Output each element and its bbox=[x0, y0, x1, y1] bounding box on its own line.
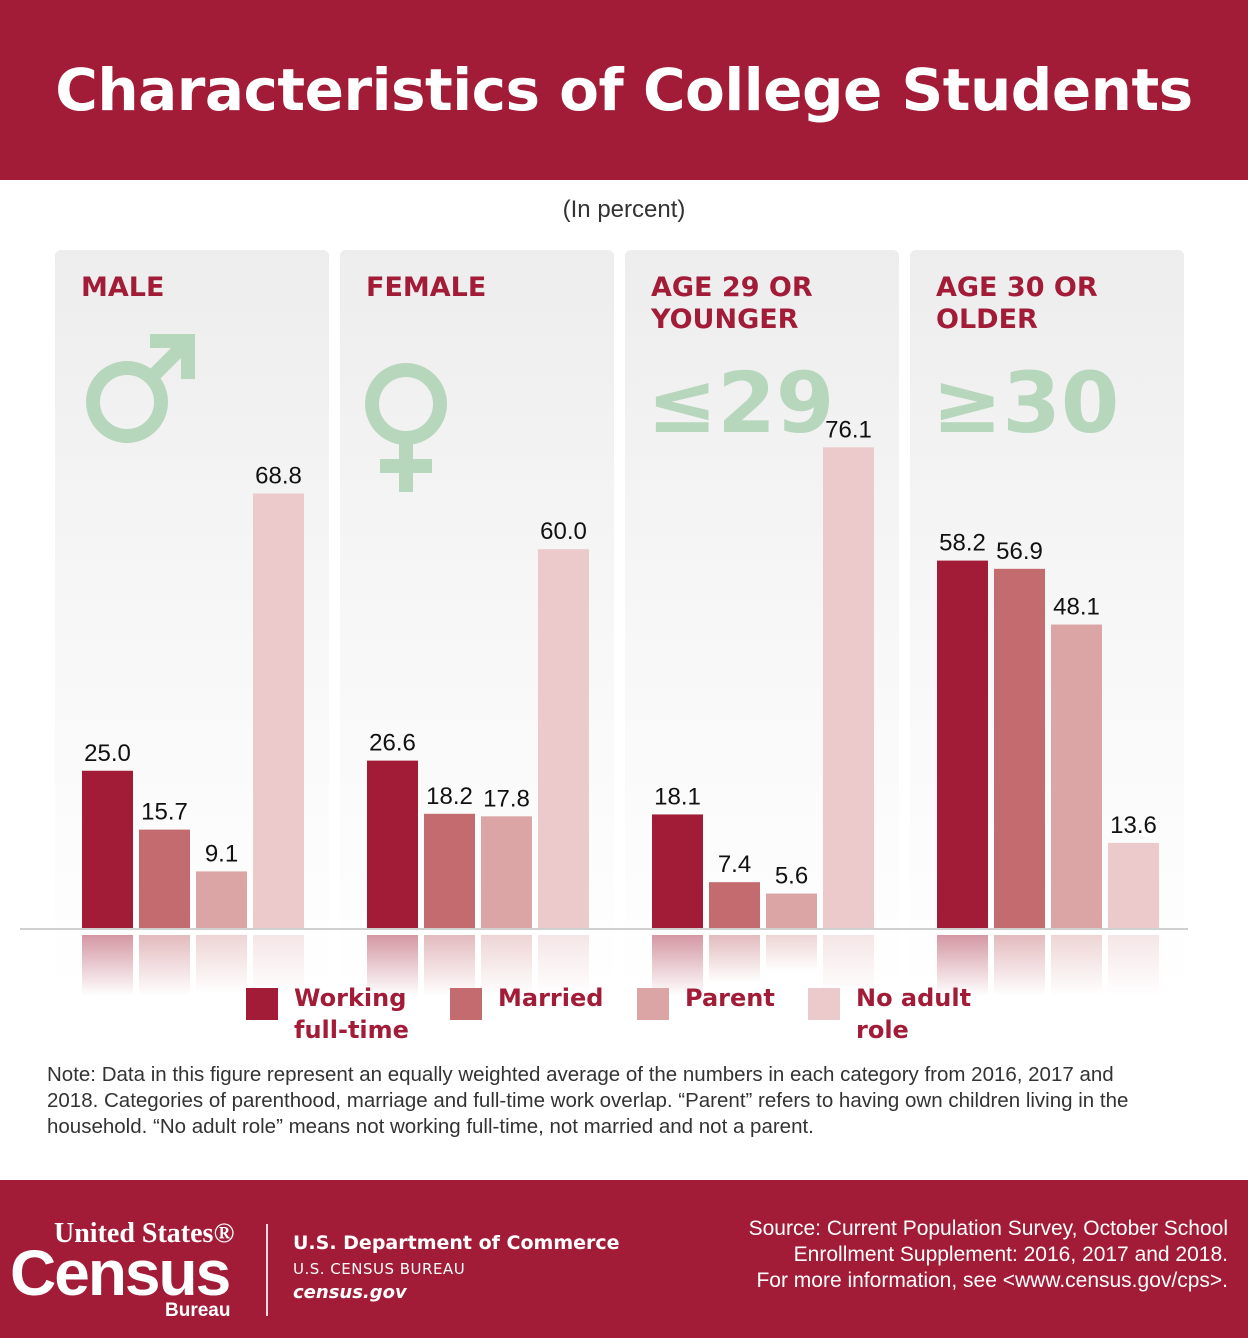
bar-reflection-fade bbox=[423, 935, 476, 996]
data-label: 18.1 bbox=[654, 783, 701, 810]
male-symbol-arrow bbox=[150, 334, 195, 379]
data-label: 15.7 bbox=[141, 799, 188, 826]
data-label: 56.9 bbox=[996, 538, 1043, 565]
header-banner: Characteristics of College Students bbox=[0, 0, 1248, 180]
bar-reflection-fade bbox=[138, 935, 191, 996]
footnote: Note: Data in this figure represent an e… bbox=[47, 1063, 1129, 1138]
data-label: 26.6 bbox=[369, 730, 416, 757]
legend-swatch bbox=[637, 988, 669, 1020]
panel-title: FEMALE bbox=[366, 272, 486, 303]
logo-text-top: United States® bbox=[54, 1218, 235, 1249]
legend-swatch bbox=[808, 988, 840, 1020]
data-label: 48.1 bbox=[1053, 594, 1100, 621]
legend: Working full-time Married Parent No adult rol… bbox=[0, 982, 1248, 1052]
less-than-or-equal-29-icon: ≤29 bbox=[647, 354, 834, 452]
male-symbol-shaft bbox=[147, 340, 189, 382]
department-name: U.S. Department of Commerce bbox=[293, 1232, 620, 1254]
legend-label: Parent bbox=[685, 982, 815, 1014]
legend-label-line: role bbox=[856, 1016, 909, 1044]
legend-label: No adult role bbox=[856, 982, 986, 1046]
legend-label-line: Parent bbox=[685, 984, 775, 1012]
data-label: 76.1 bbox=[825, 416, 872, 443]
legend-label-line: No adult bbox=[856, 984, 972, 1012]
department-block: U.S. Department of Commerce U.S. CENSUS … bbox=[293, 1232, 620, 1303]
data-label: 18.2 bbox=[426, 783, 473, 810]
bar bbox=[1108, 842, 1159, 929]
bar bbox=[196, 871, 247, 929]
legend-label-line: full-time bbox=[294, 1016, 409, 1044]
source-line: Enrollment Supplement: 2016, 2017 and 20… bbox=[793, 1243, 1228, 1266]
bar bbox=[994, 568, 1045, 929]
bar bbox=[709, 882, 760, 929]
bar bbox=[424, 813, 475, 929]
bar-reflection-fade bbox=[366, 935, 419, 996]
bar-reflection-fade bbox=[252, 935, 305, 996]
bar-reflection-fade bbox=[195, 935, 248, 994]
data-label: 17.8 bbox=[483, 785, 530, 812]
legend-item: No adult role bbox=[808, 982, 986, 1046]
bar bbox=[1051, 624, 1102, 929]
footer: United States® Census Bureau U.S. Depart… bbox=[0, 1180, 1248, 1338]
bar bbox=[823, 447, 874, 929]
legend-swatch bbox=[246, 988, 278, 1020]
bar bbox=[82, 770, 133, 929]
data-label: 5.6 bbox=[775, 863, 808, 890]
bureau-name: U.S. CENSUS BUREAU bbox=[293, 1260, 466, 1278]
legend-item: Married bbox=[450, 982, 628, 1020]
bar bbox=[481, 816, 532, 929]
data-label: 9.1 bbox=[205, 840, 238, 867]
bar bbox=[937, 560, 988, 929]
logo-text-main: Census bbox=[10, 1237, 231, 1309]
website-link[interactable]: census.gov bbox=[293, 1282, 407, 1303]
greater-than-or-equal-30-icon: ≥30 bbox=[932, 354, 1119, 452]
bar bbox=[538, 549, 589, 929]
panel-title: MALE bbox=[81, 272, 164, 303]
bar-reflection-fade bbox=[765, 935, 818, 972]
male-symbol-icon bbox=[86, 334, 195, 443]
bar-reflection-fade bbox=[651, 935, 704, 996]
male-symbol-circle bbox=[86, 361, 168, 443]
bar bbox=[253, 493, 304, 929]
legend-item: Working full-time bbox=[246, 982, 424, 1046]
bar-reflection-fade bbox=[993, 935, 1046, 996]
bar-reflection-fade bbox=[480, 935, 533, 996]
bar-reflection-fade bbox=[1050, 935, 1103, 996]
source-line: For more information, see <www.census.go… bbox=[756, 1269, 1228, 1292]
panel-title: YOUNGER bbox=[650, 304, 799, 335]
data-label: 25.0 bbox=[84, 740, 131, 767]
data-label: 58.2 bbox=[939, 530, 986, 557]
legend-label-line: Working bbox=[294, 984, 407, 1012]
data-label: 13.6 bbox=[1110, 812, 1157, 839]
bar bbox=[139, 829, 190, 929]
page-title: Characteristics of College Students bbox=[55, 56, 1193, 124]
legend-item: Parent bbox=[637, 982, 815, 1020]
panel-title: AGE 30 OR bbox=[936, 272, 1098, 303]
bar-reflection-fade bbox=[708, 935, 761, 983]
bar-reflection-fade bbox=[537, 935, 590, 996]
bar-reflection-fade bbox=[1107, 935, 1160, 996]
legend-label: Working full-time bbox=[294, 982, 424, 1046]
bar bbox=[766, 893, 817, 929]
data-label: 60.0 bbox=[540, 518, 587, 545]
legend-swatch bbox=[450, 988, 482, 1020]
legend-label-line: Married bbox=[498, 984, 604, 1012]
bar-reflection-fade bbox=[81, 935, 134, 996]
data-label: 7.4 bbox=[718, 851, 751, 878]
census-logo: United States® Census Bureau bbox=[10, 1218, 250, 1321]
data-label: 68.8 bbox=[255, 462, 302, 489]
panel-title: AGE 29 OR bbox=[651, 272, 813, 303]
bar bbox=[367, 760, 418, 929]
legend-label: Married bbox=[498, 982, 628, 1014]
bar-reflection-fade bbox=[822, 935, 875, 996]
bar bbox=[652, 814, 703, 929]
logo-text-bottom: Bureau bbox=[165, 1300, 231, 1321]
female-symbol-icon bbox=[365, 363, 447, 492]
footer-divider bbox=[266, 1224, 268, 1316]
source-note: Source: Current Population Survey, Octob… bbox=[608, 1216, 1228, 1294]
source-line: Source: Current Population Survey, Octob… bbox=[748, 1217, 1228, 1240]
chart-subtitle: (In percent) bbox=[562, 196, 686, 223]
bar-reflection-fade bbox=[936, 935, 989, 996]
panel-title: OLDER bbox=[936, 304, 1038, 335]
